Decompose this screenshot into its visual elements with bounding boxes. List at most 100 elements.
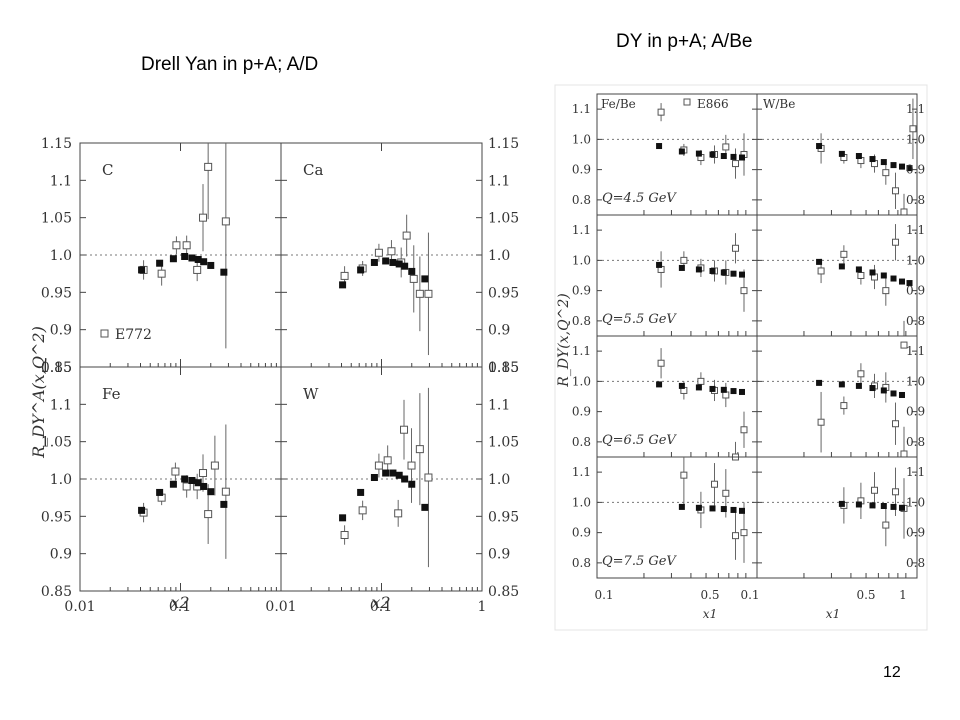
- data-point-filled: [421, 275, 429, 283]
- y-tick-label: 1.05: [488, 435, 519, 451]
- data-point-filled: [709, 505, 716, 512]
- data-point-filled: [181, 475, 189, 483]
- y-tick-label: 1.1: [906, 223, 925, 237]
- data-point-filled: [838, 263, 845, 270]
- data-point-filled: [738, 154, 745, 161]
- data-point-filled: [869, 156, 876, 163]
- data-point-filled: [200, 482, 208, 490]
- y-tick-label: 0.8: [572, 435, 591, 449]
- y-tick-label: 1.1: [906, 344, 925, 358]
- data-point-filled: [709, 385, 716, 392]
- data-point-filled: [898, 163, 905, 170]
- data-point-filled: [421, 503, 429, 511]
- y-tick-label: 1.05: [41, 435, 72, 451]
- data-point-open: [892, 187, 900, 195]
- y-tick-label: 1.15: [488, 136, 519, 152]
- data-point-open: [882, 169, 890, 177]
- data-point-open: [204, 510, 213, 519]
- y-tick-label: 1.1: [572, 344, 591, 358]
- data-point-open: [870, 486, 878, 494]
- y-tick-label: 0.9: [906, 526, 925, 540]
- y-tick-label: 0.8: [572, 193, 591, 207]
- y-tick-label: 0.8: [906, 435, 925, 449]
- y-tick-label: 0.9: [906, 405, 925, 419]
- panel-label-w: W: [303, 385, 319, 403]
- data-point-filled: [890, 275, 897, 282]
- data-point-filled: [855, 266, 862, 273]
- y-tick-label: 0.8: [572, 314, 591, 328]
- slide-title-left: Drell Yan in p+A; A/D: [141, 54, 319, 75]
- y-tick-label: 1.15: [41, 360, 72, 376]
- data-point-filled: [816, 143, 823, 150]
- data-point-open: [680, 471, 688, 479]
- y-tick-label: 1.0: [906, 132, 925, 146]
- row-label-q: Q=4.5 GeV: [602, 191, 677, 206]
- y-tick-label: 1.0: [906, 253, 925, 267]
- y-tick-label: 1.05: [41, 211, 72, 227]
- data-point-filled: [898, 278, 905, 285]
- data-point-filled: [138, 506, 146, 514]
- data-point-filled: [838, 150, 845, 157]
- data-point-filled: [720, 386, 727, 393]
- data-point-open: [400, 425, 409, 434]
- y-tick-label: 1.0: [572, 495, 591, 509]
- data-point-filled: [357, 266, 365, 274]
- y-tick-label: 0.9: [906, 284, 925, 298]
- x-axis-title: x1: [703, 607, 717, 621]
- y-tick-label: 1.0: [906, 374, 925, 388]
- y-tick-label: 1.15: [41, 136, 72, 152]
- data-point-filled: [188, 254, 196, 262]
- x-axis-title: x2: [371, 593, 390, 612]
- data-point-open: [402, 231, 411, 240]
- data-point-filled: [169, 255, 177, 263]
- data-point-filled: [898, 504, 905, 511]
- data-point-open: [817, 418, 825, 426]
- y-tick-label: 0.9: [572, 163, 591, 177]
- legend-label: E772: [115, 327, 152, 343]
- data-point-filled: [678, 148, 685, 155]
- y-tick-label: 0.85: [488, 584, 519, 600]
- slide-number: 12: [883, 664, 901, 681]
- y-tick-label: 0.95: [41, 285, 72, 301]
- data-point-open: [740, 529, 748, 537]
- data-point-filled: [855, 153, 862, 160]
- y-tick-label: 1.0: [488, 248, 510, 264]
- data-point-open: [882, 287, 890, 295]
- data-point-open: [210, 461, 219, 470]
- data-point-open: [387, 247, 396, 256]
- data-point-filled: [730, 506, 737, 513]
- x-tick-label: 0.5: [700, 588, 719, 602]
- y-tick-label: 0.9: [50, 547, 72, 563]
- data-point-open: [680, 256, 688, 264]
- data-point-filled: [880, 272, 887, 279]
- y-tick-label: 1.1: [572, 102, 591, 116]
- data-point-filled: [730, 270, 737, 277]
- data-point-open: [172, 241, 181, 250]
- data-point-open: [409, 274, 418, 283]
- y-tick-label: 1.0: [572, 374, 591, 388]
- data-point-filled: [382, 257, 390, 265]
- y-tick-label: 1.1: [488, 397, 510, 413]
- data-point-filled: [695, 150, 702, 157]
- y-tick-label: 1.0: [906, 495, 925, 509]
- data-point-filled: [695, 266, 702, 273]
- data-point-filled: [389, 469, 397, 477]
- y-tick-label: 0.8: [572, 556, 591, 570]
- data-point-open: [840, 402, 848, 410]
- data-point-open: [722, 391, 730, 399]
- data-point-filled: [408, 480, 416, 488]
- x-tick-label: 1: [478, 599, 487, 615]
- data-point-filled: [695, 384, 702, 391]
- data-point-filled: [738, 507, 745, 514]
- data-point-filled: [730, 388, 737, 395]
- x-tick-label: 0.01: [64, 599, 95, 615]
- y-tick-label: 1.1: [906, 465, 925, 479]
- y-tick-label: 0.9: [906, 163, 925, 177]
- data-point-filled: [709, 267, 716, 274]
- data-point-open: [892, 488, 900, 496]
- data-point-filled: [389, 258, 397, 266]
- data-point-open: [204, 162, 213, 171]
- data-point-open: [171, 467, 180, 476]
- data-point-filled: [156, 488, 164, 496]
- data-point-filled: [401, 262, 409, 270]
